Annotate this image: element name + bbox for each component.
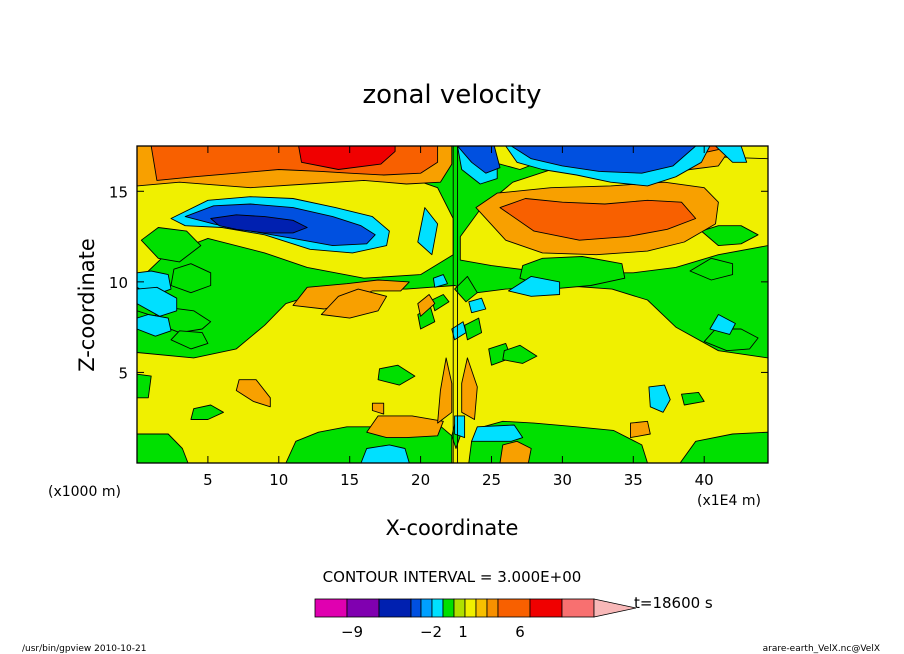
contour-region-66 — [210, 214, 308, 234]
contour-region-58 — [451, 321, 467, 341]
contour-region-55 — [508, 275, 561, 297]
contour-region-65 — [510, 146, 697, 174]
y-axis-ticks: 5 10 15 — [109, 183, 768, 382]
colorbar-label-2: 1 — [458, 623, 468, 641]
contour-region-7 — [170, 263, 212, 294]
x-tick-label-3: 20 — [411, 471, 430, 489]
x-tick-label-7: 40 — [695, 471, 714, 489]
contour-region-37 — [371, 402, 385, 415]
chart-title: zonal velocity — [362, 80, 541, 110]
colorbar-cell-5 — [431, 598, 444, 618]
contour-region-40 — [499, 440, 532, 463]
contour-region-38 — [437, 357, 453, 424]
contour-region-18 — [377, 364, 416, 386]
colorbar-cell-9 — [475, 598, 488, 618]
x-tick-label-4: 25 — [482, 471, 501, 489]
contour-region-36 — [366, 415, 444, 439]
colorbar-cell-8 — [464, 598, 477, 618]
colorbar-label-1: −2 — [420, 623, 442, 641]
contour-region-50 — [715, 146, 748, 163]
contour-region-54 — [137, 314, 172, 337]
colorbar-labels: −9 −2 1 6 — [341, 623, 525, 641]
contour-region-23 — [681, 391, 705, 406]
x-tick-label-6: 35 — [624, 471, 643, 489]
x-tick-label-1: 10 — [269, 471, 288, 489]
x-tick-label-2: 15 — [340, 471, 359, 489]
colorbar-cell-6 — [442, 598, 455, 618]
contour-region-60 — [360, 444, 410, 463]
x-unit-left: (x1000 m) — [48, 484, 121, 500]
contour-region-6 — [700, 225, 759, 247]
contour-region-21 — [137, 373, 152, 399]
x-tick-label-0: 5 — [203, 471, 213, 489]
contour-region-14 — [454, 275, 478, 303]
contour-region-61 — [471, 424, 524, 442]
contour-region-52 — [709, 314, 736, 335]
contour-region-39 — [461, 357, 478, 420]
x-axis-label: X-coordinate — [386, 516, 519, 540]
contour-region-20 — [502, 344, 538, 364]
y-tick-label-0: 5 — [118, 364, 128, 382]
y-tick-label-2: 15 — [109, 183, 128, 201]
contour-lines — [452, 146, 458, 463]
footer-right: arare-earth_VelX.nc@VelX — [763, 644, 880, 654]
contour-region-41 — [630, 420, 651, 439]
colorbar-cell-3 — [410, 598, 422, 618]
colorbar-cell-11 — [497, 598, 531, 618]
colorbar-cell-0 — [314, 598, 348, 618]
contour-region-64 — [457, 146, 501, 174]
contour-region-56 — [432, 274, 448, 288]
contour-region-27 — [679, 431, 768, 463]
contour-region-57 — [468, 297, 487, 314]
contour-region-44 — [499, 198, 697, 241]
contour-region-45 — [298, 146, 396, 170]
contour-region-62 — [454, 415, 466, 439]
colorbar-arrow — [593, 598, 637, 618]
contour-region-11 — [170, 330, 209, 350]
colorbar-label-0: −9 — [341, 623, 363, 641]
y-tick-label-1: 10 — [109, 274, 128, 292]
contour-region-59 — [648, 384, 671, 413]
footer-left: /usr/bin/gpview 2010-10-21 — [22, 644, 146, 654]
contour-region-22 — [190, 404, 224, 420]
contour-region-33 — [417, 294, 436, 317]
x-tick-label-5: 30 — [553, 471, 572, 489]
contour-region-8 — [689, 257, 734, 281]
contour-regions — [137, 146, 768, 463]
y-axis-label: Z-coordinate — [75, 238, 99, 372]
colorbar-cell-10 — [486, 598, 499, 618]
colorbar-cell-4 — [420, 598, 433, 618]
colorbar-cell-2 — [378, 598, 412, 618]
colorbar-cell-12 — [529, 598, 563, 618]
colorbar-label-3: 6 — [515, 623, 525, 641]
colorbar-cell-7 — [453, 598, 466, 618]
plot-frame — [136, 145, 769, 464]
contour-interval-label: CONTOUR INTERVAL = 3.000E+00 — [323, 568, 582, 586]
time-label: t=18600 s — [634, 594, 713, 612]
contour-region-47 — [417, 207, 439, 256]
colorbar-cell-1 — [346, 598, 380, 618]
contour-region-34 — [320, 288, 388, 319]
colorbar-cell-13 — [561, 598, 595, 618]
x-axis-ticks: 5 10 15 20 25 30 35 40 — [203, 146, 714, 489]
contour-region-24 — [137, 433, 189, 463]
contour-region-35 — [235, 379, 271, 408]
x-unit-right: (x1E4 m) — [697, 493, 761, 509]
plot-area — [137, 146, 768, 463]
colorbar — [314, 598, 637, 618]
contour-region-5 — [140, 227, 202, 263]
